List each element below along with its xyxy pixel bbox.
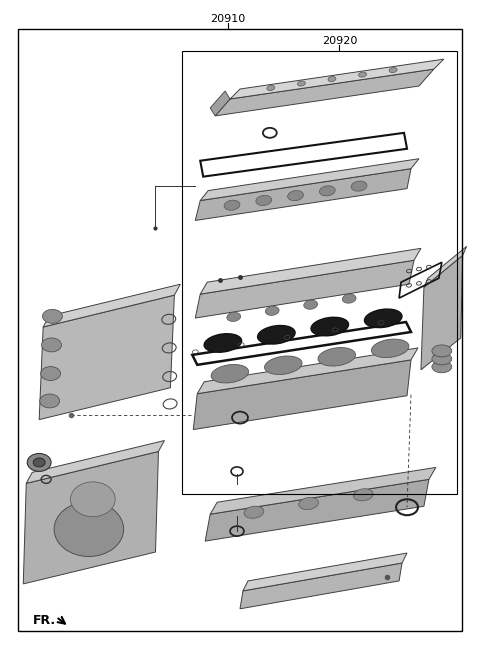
Polygon shape bbox=[195, 169, 411, 220]
Bar bbox=[182, 51, 457, 494]
Ellipse shape bbox=[227, 312, 240, 321]
Ellipse shape bbox=[204, 334, 241, 352]
Ellipse shape bbox=[432, 345, 452, 357]
Polygon shape bbox=[195, 260, 414, 318]
Ellipse shape bbox=[27, 453, 51, 472]
Ellipse shape bbox=[42, 310, 62, 323]
Text: 20920: 20920 bbox=[322, 36, 357, 46]
Ellipse shape bbox=[33, 458, 45, 467]
Polygon shape bbox=[205, 480, 429, 541]
Ellipse shape bbox=[432, 353, 452, 365]
Ellipse shape bbox=[311, 318, 348, 336]
Ellipse shape bbox=[299, 497, 319, 510]
Ellipse shape bbox=[298, 81, 305, 86]
Polygon shape bbox=[39, 295, 174, 420]
Polygon shape bbox=[197, 348, 418, 394]
Ellipse shape bbox=[319, 186, 335, 196]
Ellipse shape bbox=[372, 339, 409, 358]
Ellipse shape bbox=[54, 502, 124, 556]
Ellipse shape bbox=[342, 294, 356, 303]
Ellipse shape bbox=[265, 306, 279, 316]
Ellipse shape bbox=[351, 181, 367, 191]
Ellipse shape bbox=[211, 365, 249, 383]
Ellipse shape bbox=[304, 300, 318, 309]
Polygon shape bbox=[215, 69, 434, 116]
Ellipse shape bbox=[359, 72, 366, 77]
Polygon shape bbox=[23, 451, 158, 584]
Ellipse shape bbox=[288, 191, 303, 201]
Ellipse shape bbox=[71, 482, 115, 517]
Ellipse shape bbox=[244, 506, 264, 518]
Polygon shape bbox=[193, 360, 411, 430]
Ellipse shape bbox=[267, 85, 275, 91]
Polygon shape bbox=[210, 91, 230, 116]
Polygon shape bbox=[26, 441, 165, 483]
Ellipse shape bbox=[41, 367, 60, 380]
Ellipse shape bbox=[42, 338, 61, 352]
Ellipse shape bbox=[40, 394, 60, 408]
Polygon shape bbox=[421, 255, 463, 370]
Polygon shape bbox=[424, 247, 467, 287]
Ellipse shape bbox=[264, 356, 302, 375]
Polygon shape bbox=[240, 563, 402, 609]
Ellipse shape bbox=[258, 325, 295, 344]
Ellipse shape bbox=[353, 489, 373, 501]
Ellipse shape bbox=[256, 195, 272, 205]
Ellipse shape bbox=[389, 68, 397, 73]
Polygon shape bbox=[230, 59, 444, 99]
Ellipse shape bbox=[432, 361, 452, 373]
Polygon shape bbox=[210, 468, 436, 514]
Polygon shape bbox=[200, 159, 419, 201]
Ellipse shape bbox=[328, 77, 336, 81]
Polygon shape bbox=[200, 249, 421, 294]
Text: 20910: 20910 bbox=[210, 14, 246, 24]
Ellipse shape bbox=[318, 348, 356, 366]
Polygon shape bbox=[243, 553, 407, 591]
Text: FR.: FR. bbox=[33, 614, 56, 627]
Ellipse shape bbox=[224, 200, 240, 211]
Polygon shape bbox=[43, 284, 180, 327]
Ellipse shape bbox=[364, 309, 402, 327]
